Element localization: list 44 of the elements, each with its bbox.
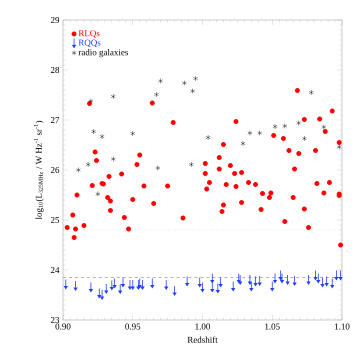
point [240, 140, 246, 146]
point [302, 136, 307, 142]
y-tick-label: 23 [50, 316, 60, 324]
y-tick-label: 28 [50, 66, 60, 74]
point [100, 134, 104, 140]
point [88, 98, 94, 104]
y-tick-label: 26 [50, 166, 60, 174]
point [188, 162, 194, 168]
legend-label: RLQs [78, 30, 100, 38]
y-tick-label: 29 [50, 16, 60, 24]
point [130, 130, 136, 136]
point [248, 130, 252, 136]
x-tick-label: 0.90 [55, 324, 70, 330]
point [190, 88, 196, 94]
y-tick-label: 25 [50, 216, 60, 224]
point [193, 76, 198, 82]
point [257, 130, 262, 136]
legend-label: RQQs [78, 40, 100, 48]
point [182, 80, 187, 86]
y-tick-label: 27 [50, 117, 60, 123]
point [206, 134, 210, 140]
x-tick-label: 1.05 [265, 324, 280, 330]
point [158, 78, 164, 84]
y-tick-label: 24 [50, 267, 60, 273]
x-tick-label: 1.10 [334, 324, 350, 330]
x-tick-label: 0.95 [125, 324, 140, 330]
point [272, 124, 278, 130]
x-axis-title: Redshift [188, 336, 218, 343]
point [322, 124, 326, 130]
point [110, 156, 116, 162]
point [154, 92, 159, 98]
point [110, 94, 116, 100]
point [156, 165, 160, 171]
point [296, 120, 302, 126]
text: log$_{10}$(L$_{325MHz}$ / W Hz$^{-1}$ sr$^{-1}$) [34, 120, 44, 220]
point [86, 162, 90, 168]
point [336, 144, 342, 150]
point [76, 167, 81, 173]
point [91, 128, 96, 134]
x-tick-label: 1.00 [195, 324, 210, 330]
point [308, 90, 314, 96]
legend-label: radio galaxies [78, 49, 128, 58]
point [96, 191, 100, 197]
point [282, 123, 288, 129]
